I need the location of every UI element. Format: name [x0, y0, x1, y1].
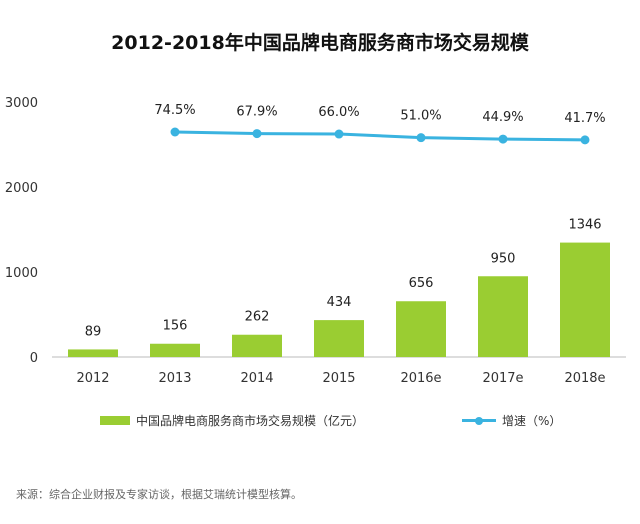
growth-label-2014: 67.9%: [236, 105, 277, 120]
growth-label-2016e: 51.0%: [400, 109, 441, 124]
bar-2013: [150, 343, 200, 357]
data-labels: 89 156 262 434 656 950 1346 74.5% 67.9% 66.0% 51.0…: [85, 103, 606, 339]
growth-point-2014: [252, 129, 262, 139]
chart-title: 2012-2018年中国品牌电商服务商市场交易规模: [111, 32, 529, 54]
x-tick-label-4: 2016e: [400, 371, 441, 386]
growth-line-series: [170, 127, 590, 145]
growth-point-2013: [170, 127, 180, 137]
growth-point-2018e: [580, 135, 590, 145]
legend-swatch-bar: [100, 416, 130, 425]
y-tick-label-0: 0: [30, 351, 38, 366]
source-note: 来源：综合企业财报及专家访谈，根据艾瑞统计模型核算。: [16, 488, 302, 501]
bar-value-label-2017e: 950: [491, 251, 516, 266]
y-tick-label-2: 2000: [5, 181, 38, 196]
growth-label-2013: 74.5%: [154, 103, 195, 118]
bar-value-label-2016e: 656: [409, 276, 434, 291]
bar-value-label-2015: 434: [327, 295, 352, 310]
growth-label-2017e: 44.9%: [482, 110, 523, 125]
bar-value-label-2014: 262: [245, 310, 270, 325]
legend-swatch-line: [462, 416, 496, 425]
legend-item-bar: 中国品牌电商服务商市场交易规模（亿元）: [100, 412, 364, 429]
x-tick-label-6: 2018e: [564, 371, 605, 386]
growth-point-2015: [334, 129, 344, 139]
bar-2014: [232, 334, 282, 357]
y-tick-label-3: 3000: [5, 96, 38, 111]
bar-2017e: [478, 276, 528, 357]
x-tick-label-0: 2012: [76, 371, 109, 386]
legend-label-bar: 中国品牌电商服务商市场交易规模（亿元）: [136, 414, 365, 428]
growth-point-2017e: [498, 134, 508, 144]
bar-2018e: [560, 242, 610, 357]
bar-series: [68, 242, 610, 357]
legend-item-line: 增速（%）: [462, 412, 561, 429]
bar-value-label-2018e: 1346: [568, 218, 601, 233]
bar-value-label-2013: 156: [163, 319, 188, 334]
growth-label-2015: 66.0%: [318, 105, 359, 120]
y-tick-label-1: 1000: [5, 266, 38, 281]
x-tick-label-5: 2017e: [482, 371, 523, 386]
bar-2012: [68, 349, 118, 357]
x-tick-label-2: 2014: [240, 371, 273, 386]
growth-label-2018e: 41.7%: [564, 111, 605, 126]
bar-2016e: [396, 301, 446, 357]
growth-point-2016e: [416, 133, 426, 143]
bar-value-label-2012: 89: [85, 324, 102, 339]
x-tick-label-1: 2013: [158, 371, 191, 386]
bar-2015: [314, 320, 364, 357]
growth-line: [174, 130, 586, 142]
x-tick-label-3: 2015: [322, 371, 355, 386]
legend-label-line: 增速（%）: [502, 414, 562, 428]
